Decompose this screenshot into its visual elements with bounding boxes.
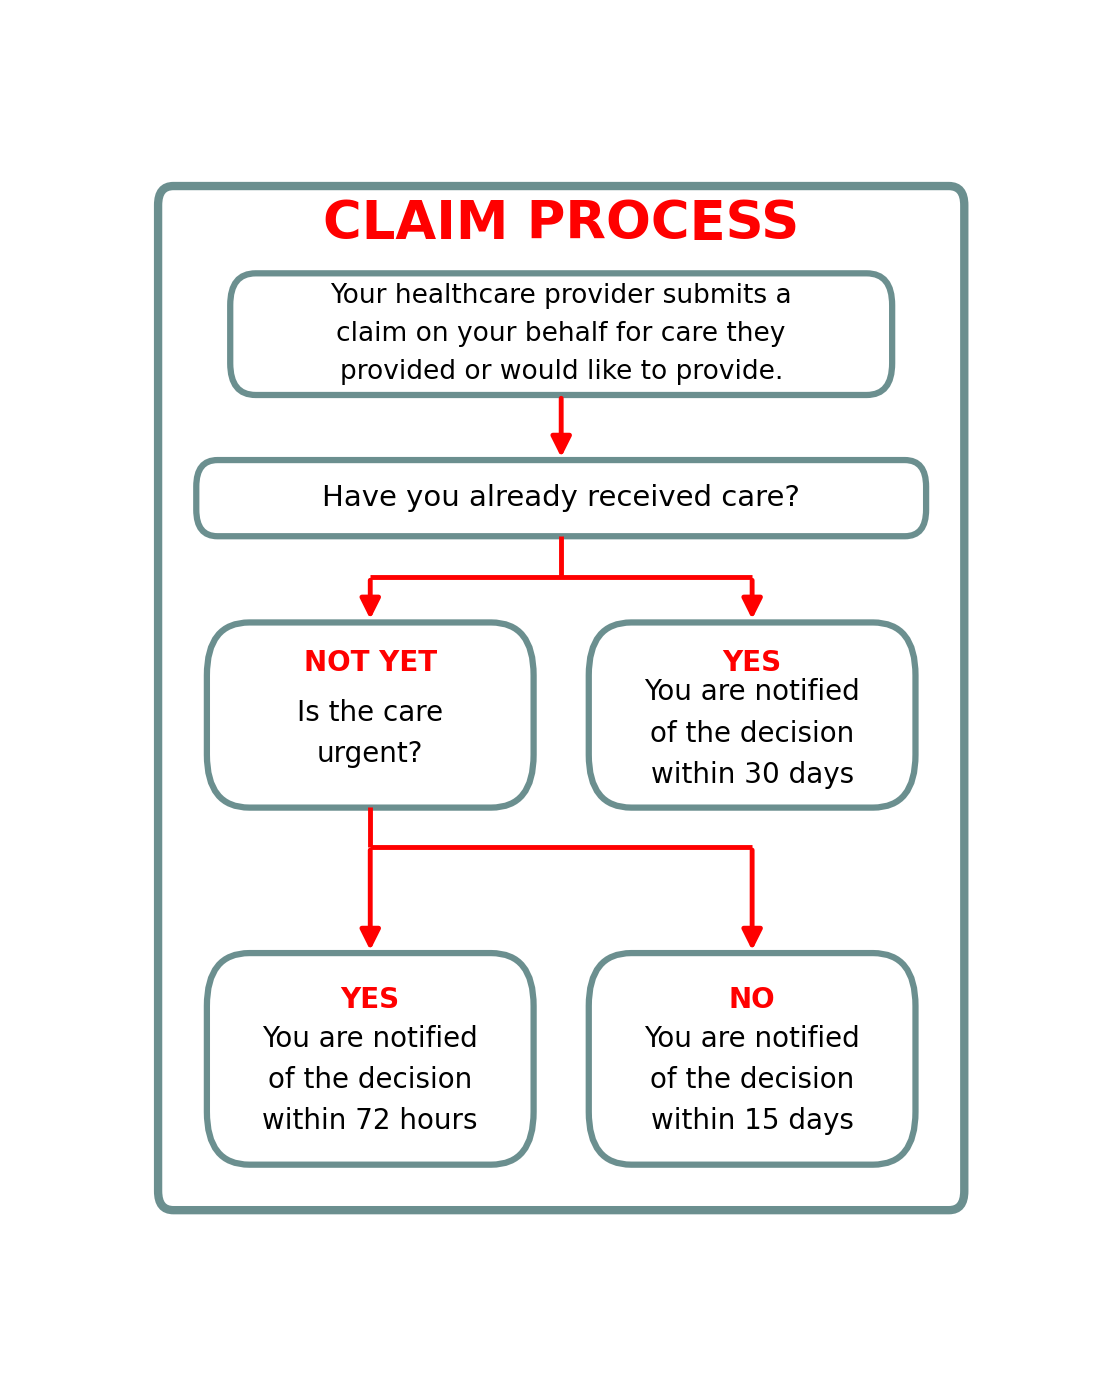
Text: You are notified
of the decision
within 15 days: You are notified of the decision within … (644, 1025, 860, 1135)
FancyBboxPatch shape (196, 460, 926, 536)
Text: Is the care
urgent?: Is the care urgent? (297, 699, 443, 768)
Text: NOT YET: NOT YET (303, 649, 437, 677)
Text: Your healthcare provider submits a
claim on your behalf for care they
provided o: Your healthcare provider submits a claim… (331, 283, 792, 385)
FancyBboxPatch shape (207, 954, 533, 1165)
Text: CLAIM PROCESS: CLAIM PROCESS (323, 198, 799, 250)
Text: You are notified
of the decision
within 72 hours: You are notified of the decision within … (263, 1025, 479, 1135)
Text: You are notified
of the decision
within 30 days: You are notified of the decision within … (644, 679, 860, 789)
FancyBboxPatch shape (589, 622, 915, 808)
Text: NO: NO (729, 985, 775, 1014)
Text: YES: YES (341, 985, 400, 1014)
FancyBboxPatch shape (158, 185, 965, 1210)
Text: Have you already received care?: Have you already received care? (322, 484, 800, 513)
Text: YES: YES (723, 649, 782, 677)
FancyBboxPatch shape (207, 622, 533, 808)
FancyBboxPatch shape (589, 954, 915, 1165)
FancyBboxPatch shape (230, 273, 892, 394)
